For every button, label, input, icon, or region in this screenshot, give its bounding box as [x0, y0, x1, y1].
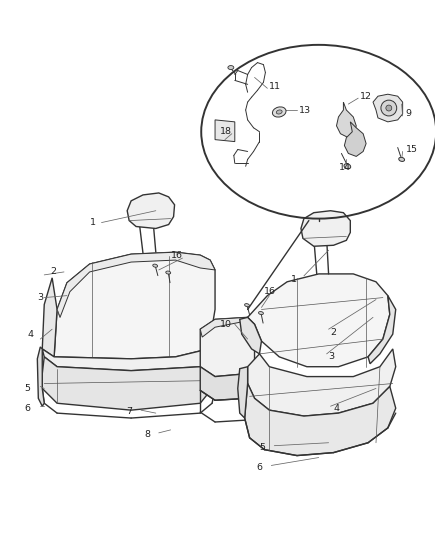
Text: 13: 13 — [299, 106, 311, 115]
Polygon shape — [247, 274, 390, 367]
Polygon shape — [57, 252, 215, 317]
Text: 4: 4 — [333, 403, 339, 413]
Ellipse shape — [166, 271, 171, 274]
Ellipse shape — [272, 107, 286, 117]
Text: 6: 6 — [257, 463, 262, 472]
Text: 10: 10 — [220, 320, 232, 329]
Text: 2: 2 — [50, 268, 56, 277]
Polygon shape — [368, 296, 396, 364]
Text: 5: 5 — [25, 384, 31, 393]
Polygon shape — [200, 317, 254, 337]
Text: 18: 18 — [220, 127, 232, 136]
Polygon shape — [373, 94, 403, 122]
Ellipse shape — [228, 66, 234, 69]
Polygon shape — [37, 347, 44, 406]
Circle shape — [381, 100, 397, 116]
Text: 15: 15 — [406, 145, 417, 154]
Polygon shape — [301, 211, 350, 246]
Text: 14: 14 — [339, 163, 350, 172]
Text: 9: 9 — [406, 109, 412, 118]
Text: 16: 16 — [265, 287, 276, 296]
Ellipse shape — [153, 264, 158, 267]
Polygon shape — [247, 349, 396, 416]
Ellipse shape — [258, 311, 263, 314]
Text: 4: 4 — [28, 329, 33, 338]
Polygon shape — [344, 122, 366, 156]
Polygon shape — [200, 364, 254, 400]
Text: 3: 3 — [328, 352, 335, 361]
Text: 1: 1 — [291, 276, 297, 284]
Ellipse shape — [399, 157, 405, 161]
Polygon shape — [245, 384, 396, 456]
Polygon shape — [127, 193, 175, 229]
Polygon shape — [240, 317, 261, 354]
Ellipse shape — [344, 164, 351, 169]
Polygon shape — [42, 357, 215, 410]
Polygon shape — [215, 120, 235, 142]
Ellipse shape — [244, 304, 249, 307]
Text: 12: 12 — [360, 92, 372, 101]
Ellipse shape — [276, 110, 282, 114]
Text: 16: 16 — [171, 251, 183, 260]
Text: 8: 8 — [144, 430, 150, 439]
Text: 7: 7 — [126, 407, 132, 416]
Polygon shape — [54, 252, 215, 359]
Text: 11: 11 — [269, 82, 281, 91]
Text: 6: 6 — [25, 403, 31, 413]
Polygon shape — [200, 317, 254, 377]
Text: 2: 2 — [331, 328, 336, 337]
Polygon shape — [42, 339, 215, 370]
Polygon shape — [336, 102, 356, 138]
Circle shape — [386, 105, 392, 111]
Polygon shape — [42, 278, 57, 357]
Text: 3: 3 — [37, 293, 43, 302]
Text: 5: 5 — [259, 443, 265, 452]
Polygon shape — [238, 367, 247, 418]
Text: 1: 1 — [90, 218, 95, 227]
